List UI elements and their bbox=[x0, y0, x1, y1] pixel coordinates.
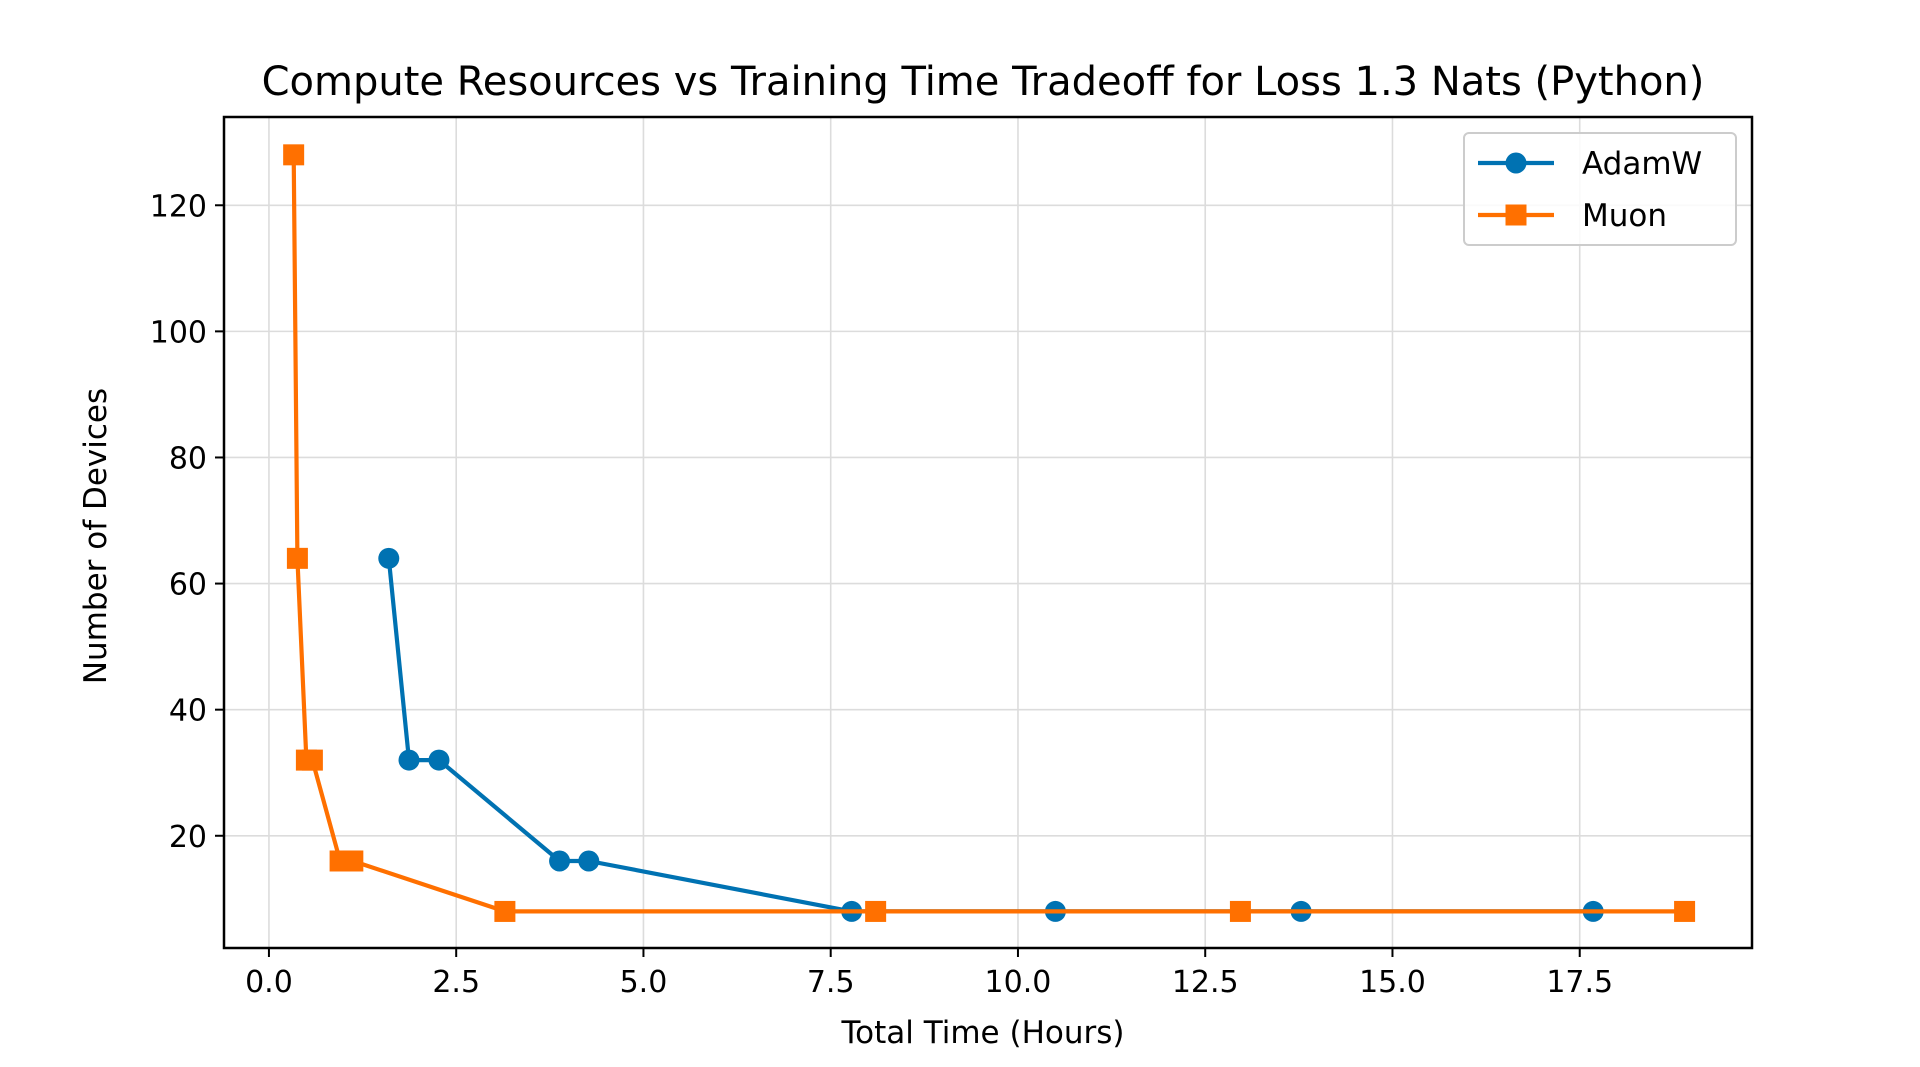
y-tick-label: 80 bbox=[169, 441, 207, 476]
x-tick-label: 10.0 bbox=[985, 965, 1052, 1000]
data-point-muon bbox=[301, 749, 323, 771]
legend-label-adamw: AdamW bbox=[1582, 146, 1702, 182]
x-axis-label: Total Time (Hours) bbox=[841, 1015, 1125, 1051]
x-tick-label: 17.5 bbox=[1546, 965, 1613, 1000]
legend-marker-muon bbox=[1505, 204, 1527, 226]
series-muon bbox=[283, 144, 1696, 922]
data-point-muon bbox=[1674, 900, 1696, 922]
x-tick-label: 5.0 bbox=[620, 965, 668, 1000]
x-tick-label: 15.0 bbox=[1359, 965, 1426, 1000]
data-point-muon bbox=[283, 144, 305, 166]
legend-marker-adamw bbox=[1505, 152, 1527, 174]
data-point-muon bbox=[494, 900, 516, 922]
x-tick-label: 7.5 bbox=[807, 965, 855, 1000]
data-point-muon bbox=[286, 547, 308, 569]
x-tick-label: 0.0 bbox=[245, 965, 293, 1000]
data-point-muon bbox=[865, 900, 887, 922]
plot-frame bbox=[222, 115, 1754, 950]
grid bbox=[224, 117, 1752, 948]
data-point-adamw bbox=[549, 850, 571, 872]
legend-label-muon: Muon bbox=[1582, 198, 1667, 234]
chart-title: Compute Resources vs Training Time Trade… bbox=[262, 59, 1705, 105]
series-layer bbox=[283, 144, 1696, 922]
ticks: 0.0 2.5 5.0 7.5 10.0 12.5 15.0 17.5 20 40 60 80 100 1… bbox=[150, 189, 1613, 1000]
y-tick-label: 100 bbox=[150, 315, 207, 350]
y-tick-label: 40 bbox=[169, 694, 207, 729]
data-point-muon bbox=[342, 850, 364, 872]
y-tick-label: 20 bbox=[169, 820, 207, 855]
x-tick-label: 12.5 bbox=[1172, 965, 1239, 1000]
data-point-adamw bbox=[578, 850, 600, 872]
legend-item-muon: Muon bbox=[1478, 198, 1667, 234]
data-point-adamw bbox=[378, 547, 400, 569]
x-tick-label: 2.5 bbox=[432, 965, 480, 1000]
legend-item-adamw: AdamW bbox=[1478, 146, 1702, 182]
data-point-adamw bbox=[398, 749, 420, 771]
data-point-adamw bbox=[428, 749, 450, 771]
y-tick-label: 60 bbox=[169, 568, 207, 603]
y-axis-label: Number of Devices bbox=[78, 388, 114, 684]
data-point-muon bbox=[1229, 900, 1251, 922]
y-tick-label: 120 bbox=[150, 189, 207, 224]
legend: AdamW Muon bbox=[1463, 132, 1737, 246]
